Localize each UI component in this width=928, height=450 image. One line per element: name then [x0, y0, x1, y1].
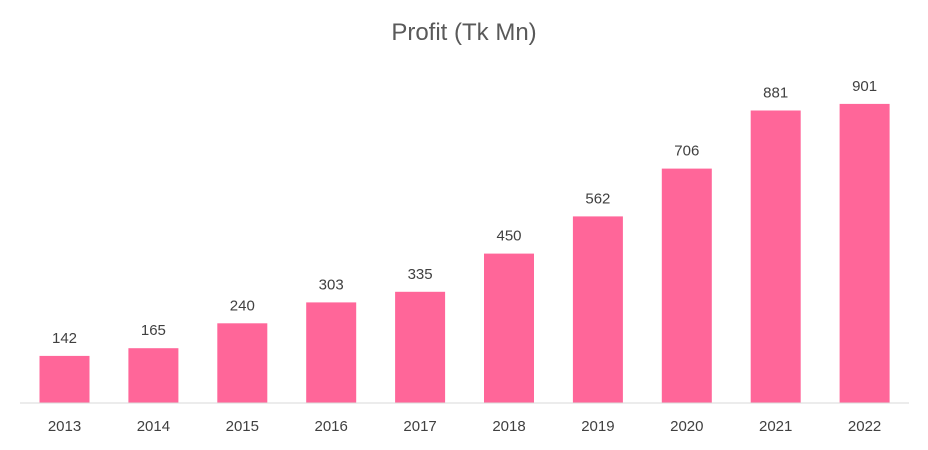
data-label-2018: 450: [496, 228, 521, 245]
bar-2022: [839, 103, 890, 404]
data-label-2021: 881: [763, 85, 788, 102]
bar-2016: [306, 302, 357, 403]
bars-group: [39, 103, 890, 404]
x-tick-label-2018: 2018: [492, 418, 525, 435]
x-tick-labels-group: 2013 2014 2015 2016 2017 2018 2019 2020 2021 2022: [48, 418, 881, 435]
bar-2015: [217, 323, 268, 403]
bar-2020: [661, 168, 712, 403]
x-tick-label-2015: 2015: [226, 418, 259, 435]
data-labels-group: 142 165 240 303 335 450 562 706 881 901: [52, 78, 877, 347]
data-label-2020: 706: [674, 143, 699, 160]
bar-2013: [39, 355, 90, 403]
data-label-2022: 901: [852, 78, 877, 95]
bar-2014: [128, 348, 179, 403]
data-label-2013: 142: [52, 330, 77, 347]
chart-title: Profit (Tk Mn): [391, 19, 536, 46]
x-tick-label-2013: 2013: [48, 418, 81, 435]
x-tick-label-2020: 2020: [670, 418, 703, 435]
data-label-2016: 303: [319, 276, 344, 293]
x-tick-label-2021: 2021: [759, 418, 792, 435]
x-tick-label-2019: 2019: [581, 418, 614, 435]
data-label-2014: 165: [141, 322, 166, 339]
x-tick-label-2016: 2016: [315, 418, 348, 435]
bar-2018: [484, 253, 534, 403]
x-tick-label-2014: 2014: [137, 418, 170, 435]
x-tick-label-2017: 2017: [403, 418, 436, 435]
data-label-2019: 562: [585, 190, 610, 207]
data-label-2015: 240: [230, 297, 255, 314]
bar-2021: [750, 110, 801, 403]
x-tick-label-2022: 2022: [848, 418, 881, 435]
bar-2017: [395, 291, 446, 403]
data-label-2017: 335: [408, 266, 433, 283]
bar-2019: [572, 216, 623, 403]
